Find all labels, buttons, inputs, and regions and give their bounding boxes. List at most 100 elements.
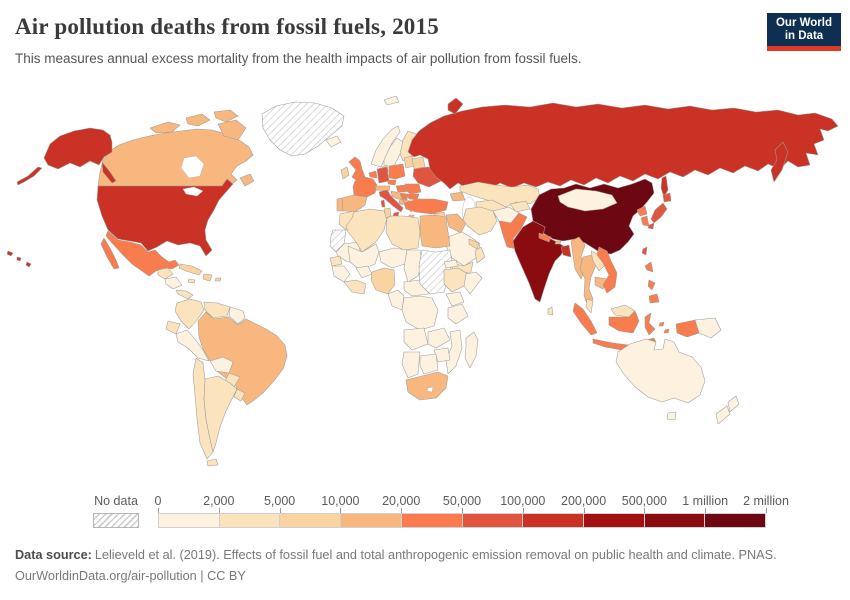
country-mozambique[interactable] (445, 329, 463, 375)
country-cuba[interactable] (178, 263, 203, 276)
country-oman[interactable] (474, 246, 486, 264)
country-ireland[interactable] (340, 166, 350, 180)
country-united-states-alaska-panhandle[interactable] (101, 161, 117, 184)
country-north-korea[interactable] (636, 205, 648, 217)
country-canada-baffin[interactable] (217, 119, 247, 141)
legend-bin-2[interactable] (280, 514, 342, 527)
country-albania-macedonia[interactable] (398, 198, 405, 206)
country-philippines-luzon[interactable] (644, 261, 654, 273)
country-taiwan[interactable] (641, 246, 648, 256)
country-puerto-rico[interactable] (214, 277, 222, 282)
country-namibia[interactable] (401, 351, 421, 379)
country-norway[interactable] (370, 125, 401, 168)
legend-bin-6[interactable] (523, 514, 584, 527)
country-bangladesh[interactable] (560, 244, 572, 258)
country-turkey[interactable] (403, 198, 449, 215)
country-ivory-coast-ghana[interactable] (343, 279, 367, 295)
country-guatemala[interactable] (157, 267, 174, 280)
country-algeria[interactable] (345, 208, 388, 253)
country-ethiopia[interactable] (443, 267, 469, 293)
country-senegal[interactable] (329, 255, 343, 267)
country-mongolia[interactable] (557, 188, 618, 212)
country-indonesia-sulawesi[interactable] (644, 312, 656, 336)
country-russia-sakhalin[interactable] (660, 175, 669, 198)
country-canada-island-1[interactable] (149, 121, 181, 134)
country-burkina-faso[interactable] (355, 265, 373, 279)
country-kazakhstan[interactable] (459, 181, 541, 209)
country-romania[interactable] (404, 183, 422, 195)
country-south-korea[interactable] (640, 215, 650, 227)
country-new-zealand-north[interactable] (727, 395, 740, 413)
owid-url-link[interactable]: OurWorldinData.org/air-pollution (15, 569, 197, 583)
country-mexico[interactable] (105, 230, 180, 277)
country-bhutan[interactable] (554, 240, 562, 245)
country-caucasus[interactable] (449, 191, 466, 202)
country-kyrgyzstan-tajikistan[interactable] (509, 200, 531, 213)
country-japan-honshu[interactable] (650, 202, 668, 224)
country-indonesia-sumatra[interactable] (572, 302, 598, 336)
legend-bin-5[interactable] (462, 514, 524, 527)
country-united-states[interactable] (96, 178, 234, 257)
country-south-africa[interactable] (405, 371, 449, 401)
country-philippines-visayas[interactable] (647, 279, 656, 291)
country-japan-hokkaido[interactable] (662, 192, 672, 203)
country-nigeria[interactable] (370, 267, 396, 295)
country-angola[interactable] (403, 327, 429, 351)
country-guinea[interactable] (331, 265, 351, 283)
country-belarus[interactable] (411, 156, 426, 170)
country-chad[interactable] (403, 249, 423, 283)
legend-bin-1[interactable] (219, 514, 281, 527)
country-argentina[interactable] (203, 375, 238, 453)
country-germany[interactable] (376, 166, 390, 184)
country-nicaragua[interactable] (164, 276, 183, 290)
country-botswana[interactable] (419, 353, 439, 375)
legend-no-data-swatch[interactable] (93, 513, 139, 528)
country-austria-switzerland[interactable] (374, 185, 391, 192)
country-indonesia-moluccas-2[interactable] (663, 328, 670, 334)
country-panama[interactable] (175, 289, 194, 300)
country-colombia[interactable] (174, 298, 205, 330)
country-japan-kyushu[interactable] (647, 222, 655, 230)
country-united-states-hawaii-3[interactable] (25, 261, 32, 268)
country-argentina-tierra-del-fuego[interactable] (206, 458, 219, 467)
country-peru[interactable] (175, 329, 210, 362)
country-poland[interactable] (388, 163, 406, 180)
country-zambia[interactable] (427, 327, 451, 349)
country-united-states-hawaii[interactable] (6, 250, 14, 257)
country-jamaica[interactable] (187, 278, 196, 284)
country-indonesia-west-papua[interactable] (675, 319, 700, 338)
country-nepal[interactable] (538, 232, 552, 243)
country-serbia[interactable] (399, 192, 409, 201)
country-uruguay[interactable] (233, 388, 246, 402)
country-eritrea[interactable] (443, 259, 459, 269)
country-iraq[interactable] (445, 213, 467, 234)
country-benelux[interactable] (368, 170, 378, 179)
country-mexico-baja[interactable] (100, 237, 120, 270)
country-italy[interactable] (378, 189, 404, 213)
country-italy-sicily[interactable] (392, 211, 400, 217)
owid-logo[interactable]: Our World in Data (767, 13, 841, 51)
country-bolivia[interactable] (209, 356, 234, 374)
legend-bin-8[interactable] (644, 514, 706, 527)
country-egypt[interactable] (419, 214, 451, 249)
country-canada[interactable] (97, 128, 254, 187)
country-sri-lanka[interactable] (547, 306, 554, 316)
country-spain[interactable] (341, 194, 368, 213)
country-hungary[interactable] (395, 184, 407, 193)
country-iceland[interactable] (325, 135, 342, 148)
country-somalia[interactable] (463, 271, 483, 295)
country-mali[interactable] (347, 243, 380, 271)
country-russia-kamchatka[interactable] (770, 141, 789, 183)
country-france[interactable] (352, 176, 378, 198)
country-papua-new-guinea[interactable] (694, 317, 722, 339)
country-philippines-mindanao[interactable] (648, 293, 660, 304)
country-indonesia-moluccas[interactable] (658, 321, 665, 327)
country-malaysia-peninsula[interactable] (585, 298, 594, 314)
country-brazil[interactable] (197, 311, 288, 406)
legend-bin-3[interactable] (341, 514, 402, 527)
country-united-states-hawaii-2[interactable] (16, 256, 22, 262)
legend-bin-7[interactable] (583, 514, 645, 527)
legend-bin-9[interactable] (705, 514, 766, 527)
country-united-states-aleutians[interactable] (16, 166, 43, 186)
country-russia-novaya-zemlya[interactable] (447, 97, 464, 115)
